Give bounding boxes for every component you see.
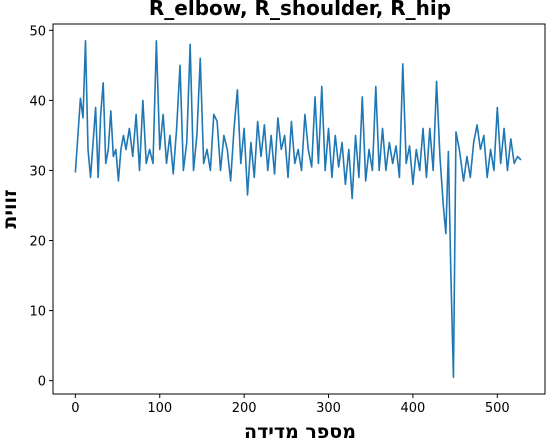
y-tick-label: 30 bbox=[29, 164, 46, 179]
plot-frame bbox=[52, 23, 546, 395]
chart-title: R_elbow, R_shoulder, R_hip bbox=[149, 0, 451, 20]
y-axis-label: זווית bbox=[0, 189, 21, 228]
x-tick-label: 0 bbox=[71, 401, 79, 416]
y-tick-label: 20 bbox=[29, 235, 46, 250]
y-tick-label: 0 bbox=[38, 375, 46, 390]
x-tick-label: 300 bbox=[316, 401, 341, 416]
x-axis-label: מספר מדידה bbox=[244, 421, 356, 443]
y-tick-label: 40 bbox=[29, 94, 46, 109]
line-series bbox=[74, 40, 522, 378]
x-tick-label: 200 bbox=[232, 401, 257, 416]
y-tick-label: 50 bbox=[29, 24, 46, 39]
x-tick-label: 100 bbox=[147, 401, 172, 416]
x-tick-label: 500 bbox=[485, 401, 510, 416]
x-tick-label: 400 bbox=[401, 401, 426, 416]
y-tick-label: 10 bbox=[29, 305, 46, 320]
